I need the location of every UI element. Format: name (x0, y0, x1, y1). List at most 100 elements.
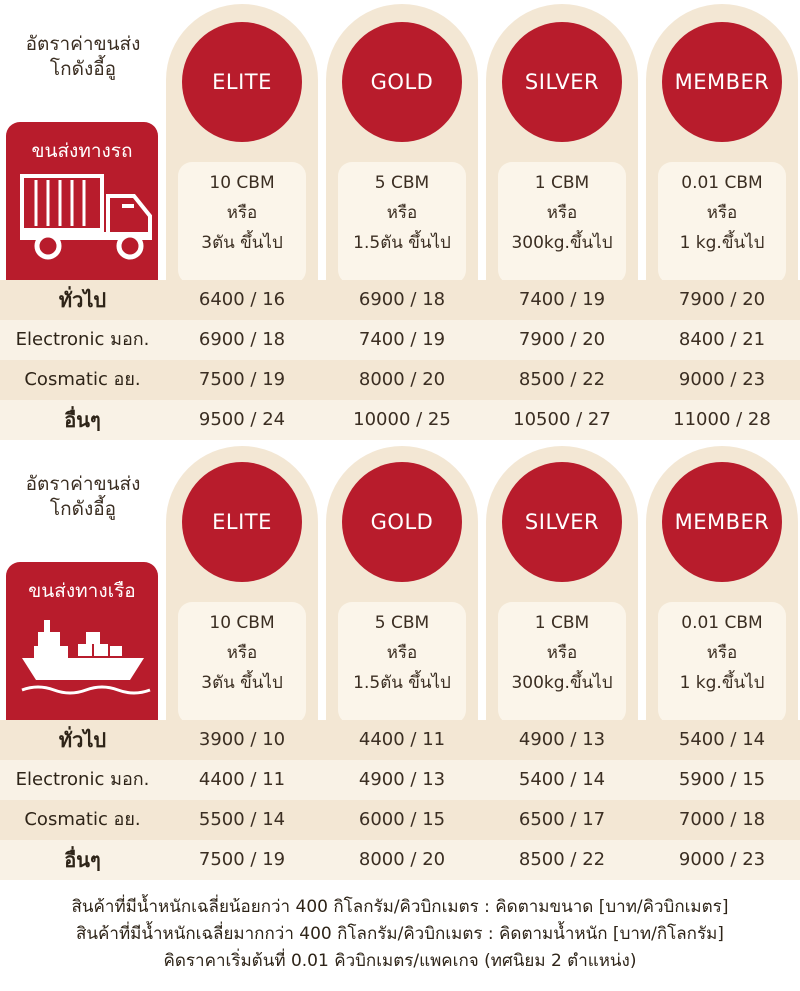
condition-line: หรือ (546, 643, 578, 663)
tier-badge: GOLD (342, 462, 462, 582)
condition-line: หรือ (706, 643, 738, 663)
rate-cell: 3900 / 10 (198, 729, 286, 750)
rate-cell: 4400 / 11 (358, 729, 446, 750)
rate-cell: 6000 / 15 (358, 809, 446, 830)
tier-card-gold: GOLD 5 CBM หรือ 1.5ตัน ขึ้นไป (326, 446, 478, 724)
row-label: Electronic มอก. (15, 329, 150, 350)
rate-cell: 6900 / 18 (358, 289, 446, 310)
table-row: Cosmatic อย. 7500 / 19 8000 / 20 8500 / … (0, 360, 800, 400)
section-title-line1: อัตราค่าขนส่ง (25, 473, 141, 495)
tier-badge: SILVER (502, 22, 622, 142)
rate-cell: 5900 / 15 (678, 769, 766, 790)
footer-note: คิดราคาเริ่มต้นที่ 0.01 คิวบิกเมตร/แพคเก… (163, 951, 637, 971)
footer-note: สินค้าที่มีน้ำหนักเฉลี่ยมากกว่า 400 กิโล… (76, 924, 724, 944)
section-title-line2: โกดังอี้อู (49, 58, 117, 80)
condition-line: 10 CBM (209, 173, 275, 193)
tier-condition: 10 CBM หรือ 3ตัน ขึ้นไป (178, 162, 306, 284)
tier-card-silver: SILVER 1 CBM หรือ 300kg.ขึ้นไป (486, 446, 638, 724)
truck-icon (20, 174, 152, 260)
tier-badge: GOLD (342, 22, 462, 142)
rate-cell: 10000 / 25 (353, 409, 451, 430)
condition-line: 5 CBM (374, 613, 430, 633)
row-label: อื่นๆ (64, 408, 101, 432)
condition-line: 1 kg.ขึ้นไป (679, 673, 765, 693)
rate-cell: 8500 / 22 (518, 369, 606, 390)
rate-cell: 5400 / 14 (678, 729, 766, 750)
condition-line: 10 CBM (209, 613, 275, 633)
tier-badge: MEMBER (662, 22, 782, 142)
rate-cell: 4900 / 13 (518, 729, 606, 750)
table-row: ทั่วไป 6400 / 16 6900 / 18 7400 / 19 790… (0, 280, 800, 320)
rate-cell: 6900 / 18 (198, 329, 286, 350)
rate-cell: 7900 / 20 (678, 289, 766, 310)
condition-line: 3ตัน ขึ้นไป (201, 673, 283, 693)
condition-line: 5 CBM (374, 173, 430, 193)
condition-line: หรือ (226, 203, 258, 223)
rate-cell: 7900 / 20 (518, 329, 606, 350)
transport-panel-truck: ขนส่งทางรถ (6, 122, 158, 280)
tier-condition: 0.01 CBM หรือ 1 kg.ขึ้นไป (658, 162, 786, 284)
table-row: อื่นๆ 9500 / 24 10000 / 25 10500 / 27 11… (0, 400, 800, 440)
condition-line: 0.01 CBM (681, 173, 763, 193)
tier-condition: 1 CBM หรือ 300kg.ขึ้นไป (498, 602, 626, 724)
rate-cell: 8000 / 20 (358, 369, 446, 390)
rate-cell: 7400 / 19 (358, 329, 446, 350)
rate-cell: 11000 / 28 (673, 409, 771, 430)
tier-card-elite: ELITE 10 CBM หรือ 3ตัน ขึ้นไป (166, 4, 318, 284)
tier-badge: ELITE (182, 22, 302, 142)
rate-cell: 8500 / 22 (518, 849, 606, 870)
transport-panel-ship: ขนส่งทางเรือ (6, 562, 158, 720)
rate-cell: 4900 / 13 (358, 769, 446, 790)
rate-cell: 7400 / 19 (518, 289, 606, 310)
table-row: Electronic มอก. 4400 / 11 4900 / 13 5400… (0, 760, 800, 800)
rate-cell: 5500 / 14 (198, 809, 286, 830)
transport-label: ขนส่งทางเรือ (28, 580, 136, 602)
tier-card-silver: SILVER 1 CBM หรือ 300kg.ขึ้นไป (486, 4, 638, 284)
condition-line: หรือ (386, 643, 418, 663)
condition-line: หรือ (546, 203, 578, 223)
rate-cell: 5400 / 14 (518, 769, 606, 790)
condition-line: 300kg.ขึ้นไป (511, 233, 613, 253)
rate-cell: 7000 / 18 (678, 809, 766, 830)
row-label: Cosmatic อย. (24, 369, 141, 390)
footer-notes: สินค้าที่มีน้ำหนักเฉลี่ยน้อยกว่า 400 กิโ… (0, 894, 800, 975)
tier-card-elite: ELITE 10 CBM หรือ 3ตัน ขึ้นไป (166, 446, 318, 724)
condition-line: 1.5ตัน ขึ้นไป (353, 673, 451, 693)
condition-line: 1.5ตัน ขึ้นไป (353, 233, 451, 253)
transport-label: ขนส่งทางรถ (31, 140, 133, 162)
footer-note: สินค้าที่มีน้ำหนักเฉลี่ยน้อยกว่า 400 กิโ… (71, 897, 729, 917)
table-row: ทั่วไป 3900 / 10 4400 / 11 4900 / 13 540… (0, 720, 800, 760)
rate-cell: 9500 / 24 (198, 409, 286, 430)
rate-cell: 7500 / 19 (198, 369, 286, 390)
tier-condition: 10 CBM หรือ 3ตัน ขึ้นไป (178, 602, 306, 724)
row-label: ทั่วไป (58, 288, 107, 312)
tier-badge: ELITE (182, 462, 302, 582)
tier-condition: 5 CBM หรือ 1.5ตัน ขึ้นไป (338, 162, 466, 284)
rate-cell: 9000 / 23 (678, 849, 766, 870)
row-label: Cosmatic อย. (24, 809, 141, 830)
tier-badge: MEMBER (662, 462, 782, 582)
section-title: อัตราค่าขนส่ง โกดังอี้อู (8, 472, 158, 522)
row-label: Electronic มอก. (15, 769, 150, 790)
tier-condition: 5 CBM หรือ 1.5ตัน ขึ้นไป (338, 602, 466, 724)
tier-condition: 0.01 CBM หรือ 1 kg.ขึ้นไป (658, 602, 786, 724)
rate-cell: 6500 / 17 (518, 809, 606, 830)
rate-cell: 8400 / 21 (678, 329, 766, 350)
condition-line: 1 CBM (534, 613, 590, 633)
rate-cell: 4400 / 11 (198, 769, 286, 790)
section-title: อัตราค่าขนส่ง โกดังอี้อู (8, 32, 158, 82)
table-row: อื่นๆ 7500 / 19 8000 / 20 8500 / 22 9000… (0, 840, 800, 880)
truck-rate-section: อัตราค่าขนส่ง โกดังอี้อู ขนส่งทางรถ ELIT… (0, 0, 800, 440)
table-row: Cosmatic อย. 5500 / 14 6000 / 15 6500 / … (0, 800, 800, 840)
tier-badge: SILVER (502, 462, 622, 582)
tier-card-member: MEMBER 0.01 CBM หรือ 1 kg.ขึ้นไป (646, 446, 798, 724)
condition-line: 300kg.ขึ้นไป (511, 673, 613, 693)
condition-line: หรือ (706, 203, 738, 223)
rate-cell: 8000 / 20 (358, 849, 446, 870)
tier-card-member: MEMBER 0.01 CBM หรือ 1 kg.ขึ้นไป (646, 4, 798, 284)
row-label: อื่นๆ (64, 848, 101, 872)
rate-cell: 10500 / 27 (513, 409, 611, 430)
condition-line: หรือ (226, 643, 258, 663)
rate-cell: 6400 / 16 (198, 289, 286, 310)
ship-icon (21, 620, 151, 695)
